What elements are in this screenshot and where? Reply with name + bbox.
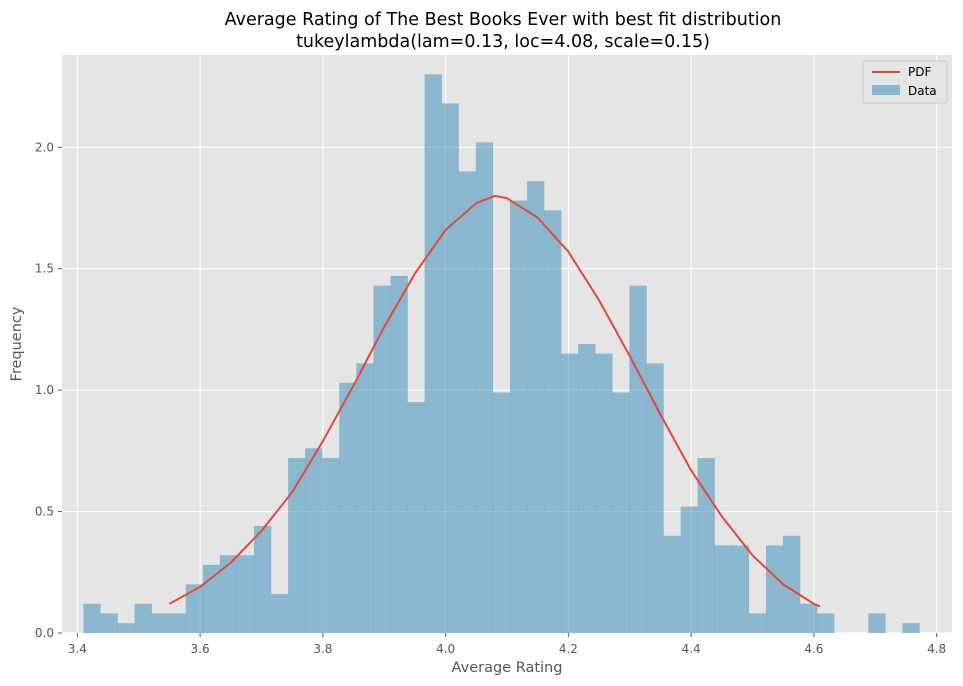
histogram-bar-16 [356, 363, 374, 634]
histogram-bar-17 [373, 285, 391, 634]
y-tick-label-4: 2.0 [35, 140, 54, 154]
histogram-bar-30 [595, 353, 613, 634]
histogram-bar-35 [680, 506, 699, 634]
histogram-bars [83, 74, 920, 634]
y-tick-label-1: 0.5 [35, 505, 54, 519]
histogram-bar-6 [185, 584, 204, 634]
y-axis-label: Frequency [9, 306, 25, 381]
histogram-bar-20 [424, 74, 443, 634]
histogram-bar-48 [902, 623, 920, 634]
histogram-bar-5 [168, 613, 187, 634]
x-tick-label-3: 4.0 [436, 642, 455, 656]
x-tick-label-0: 3.4 [68, 642, 87, 656]
histogram-bar-42 [799, 603, 818, 634]
histogram-bar-43 [816, 613, 835, 634]
legend-pdf-label: PDF [908, 65, 931, 79]
x-tick-label-6: 4.6 [804, 642, 823, 656]
histogram-bar-11 [270, 593, 289, 634]
histogram-bar-10 [253, 525, 272, 634]
histogram-bar-24 [492, 392, 511, 634]
histogram-bar-27 [543, 210, 562, 634]
histogram-bar-46 [868, 613, 886, 634]
histogram-bar-14 [322, 457, 340, 634]
x-tick-label-5: 4.4 [682, 642, 701, 656]
x-axis-ticks: 3.4 3.6 3.8 4.0 4.2 4.4 4.6 4.8 [68, 633, 946, 656]
y-tick-label-2: 1.0 [35, 383, 54, 397]
histogram-bar-8 [219, 555, 238, 634]
histogram-bar-18 [390, 275, 408, 634]
histogram-bar-13 [305, 448, 323, 634]
histogram-bar-31 [612, 392, 630, 634]
x-tick-label-7: 4.8 [927, 642, 946, 656]
histogram-bar-19 [407, 402, 426, 634]
histogram-bar-40 [765, 545, 784, 634]
histogram-bar-3 [134, 603, 152, 634]
histogram-bar-26 [526, 181, 545, 634]
x-tick-label-4: 4.2 [559, 642, 578, 656]
pdf-curve [168, 194, 821, 608]
histogram-bar-15 [339, 382, 357, 634]
histogram-bar-2 [117, 623, 135, 634]
y-axis-ticks: 0.0 0.5 1.0 1.5 2.0 [35, 140, 62, 640]
y-tick-label-3: 1.5 [35, 262, 54, 276]
histogram-bar-33 [646, 363, 664, 634]
chart-subtitle: tukeylambda(lam=0.13, loc=4.08, scale=0.… [296, 32, 710, 52]
histogram-bar-34 [663, 535, 681, 634]
legend-data-swatch [872, 85, 900, 95]
histogram-bar-9 [236, 555, 255, 634]
histogram-bar-41 [782, 535, 801, 634]
histogram-bar-39 [748, 613, 767, 634]
histogram-bar-38 [731, 545, 750, 634]
histogram-bar-21 [441, 103, 460, 634]
y-tick-label-0: 0.0 [35, 626, 54, 640]
x-tick-label-1: 3.6 [191, 642, 210, 656]
histogram-bar-4 [151, 613, 170, 634]
histogram-bar-22 [458, 171, 477, 634]
histogram-bar-32 [629, 285, 647, 634]
legend: PDF Data [862, 60, 948, 104]
chart-title: Average Rating of The Best Books Ever wi… [225, 10, 782, 30]
histogram-bar-28 [561, 353, 579, 634]
x-axis-label: Average Rating [452, 660, 563, 676]
histogram-bar-0 [83, 603, 101, 634]
histogram-bar-1 [100, 613, 118, 634]
histogram-bar-25 [509, 200, 528, 634]
legend-data-label: Data [908, 84, 937, 98]
histogram-bar-37 [714, 545, 733, 634]
histogram-bar-29 [578, 343, 596, 634]
histogram-bar-23 [475, 142, 494, 634]
histogram-bar-7 [202, 564, 221, 634]
x-tick-label-2: 3.8 [313, 642, 332, 656]
